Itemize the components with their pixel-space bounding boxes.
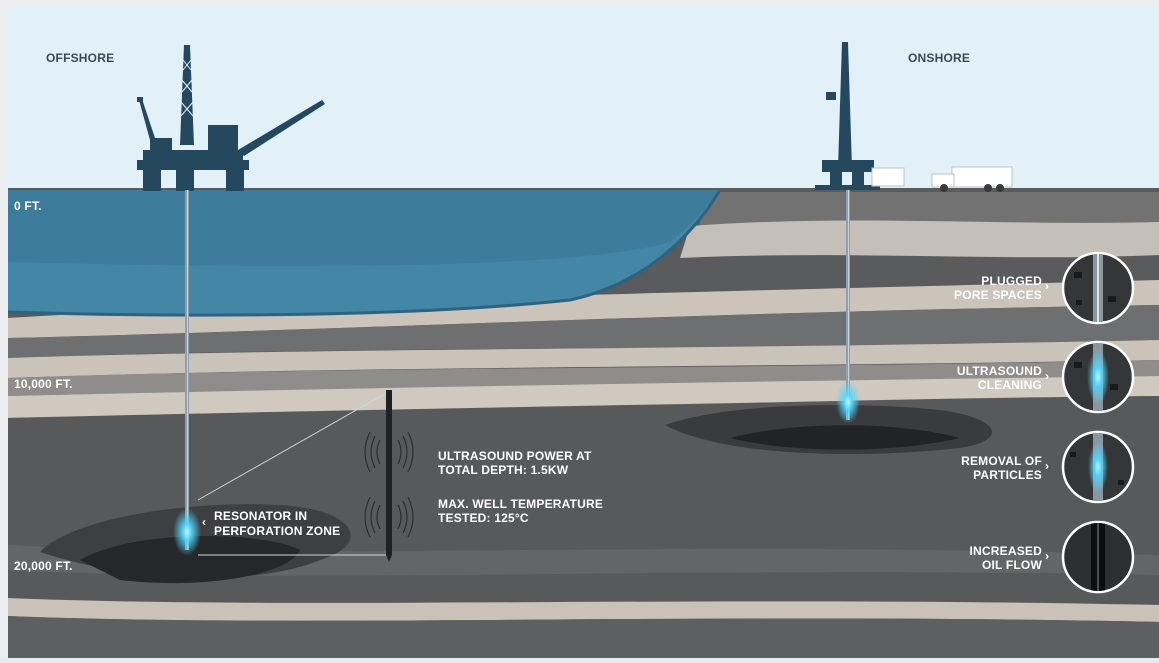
temp-spec-line2: TESTED: 125°C bbox=[438, 511, 529, 525]
stage-chevron-icon: › bbox=[1045, 279, 1050, 293]
stage-circle-removal bbox=[1061, 430, 1135, 504]
power-spec-line1: ULTRASOUND POWER AT bbox=[438, 449, 592, 463]
stage-circle-cleaning bbox=[1061, 340, 1135, 414]
resonator-glow-onshore bbox=[836, 380, 860, 424]
light-stratum-4 bbox=[8, 598, 1159, 622]
depth-label-10000: 10,000 FT. bbox=[14, 377, 73, 391]
offshore-platform bbox=[137, 45, 325, 191]
callout-line-top bbox=[197, 391, 389, 501]
stage-chevron-icon: › bbox=[1045, 459, 1050, 473]
resonator-tool bbox=[364, 390, 414, 562]
truck-2 bbox=[931, 166, 1013, 192]
resonator-chevron-icon: ‹ bbox=[202, 515, 207, 529]
stage-label-oil-line1: INCREASED bbox=[969, 544, 1042, 558]
stage-label-removal-line1: REMOVAL OF bbox=[961, 454, 1042, 468]
truck-1 bbox=[871, 167, 905, 187]
resonator-label-line1: RESONATOR IN bbox=[214, 509, 308, 523]
stage-chevron-icon: › bbox=[1045, 549, 1050, 563]
stage-label-oil-line2: OIL FLOW bbox=[981, 558, 1042, 572]
onshore-rig bbox=[815, 42, 880, 190]
depth-label-20000: 20,000 FT. bbox=[14, 559, 73, 573]
onshore-label: ONSHORE bbox=[908, 51, 971, 65]
light-stratum-1 bbox=[8, 280, 1159, 338]
derrick-lattice bbox=[180, 59, 194, 117]
stage-chevron-icon: › bbox=[1045, 369, 1050, 383]
light-stratum-3 bbox=[8, 376, 1159, 418]
stage-label-removal-line2: PARTICLES bbox=[973, 468, 1042, 482]
resonator-glow-offshore bbox=[173, 508, 201, 556]
stage-label-cleaning-line2: CLEANING bbox=[977, 378, 1042, 392]
power-spec-line2: TOTAL DEPTH: 1.5KW bbox=[438, 463, 569, 477]
stage-label-cleaning-line1: ULTRASOUND bbox=[956, 364, 1042, 378]
resonator-label-line2: PERFORATION ZONE bbox=[214, 524, 341, 538]
stage-label-plugged-line1: PLUGGED bbox=[981, 274, 1042, 288]
depth-label-0: 0 FT. bbox=[14, 199, 42, 213]
light-stratum-2 bbox=[8, 340, 1159, 378]
stage-circle-oil-flow bbox=[1061, 520, 1135, 594]
stage-label-plugged-line2: PORE SPACES bbox=[954, 288, 1042, 302]
offshore-label: OFFSHORE bbox=[46, 51, 115, 65]
temp-spec-line1: MAX. WELL TEMPERATURE bbox=[438, 497, 604, 511]
stage-circle-plugged bbox=[1061, 251, 1135, 325]
